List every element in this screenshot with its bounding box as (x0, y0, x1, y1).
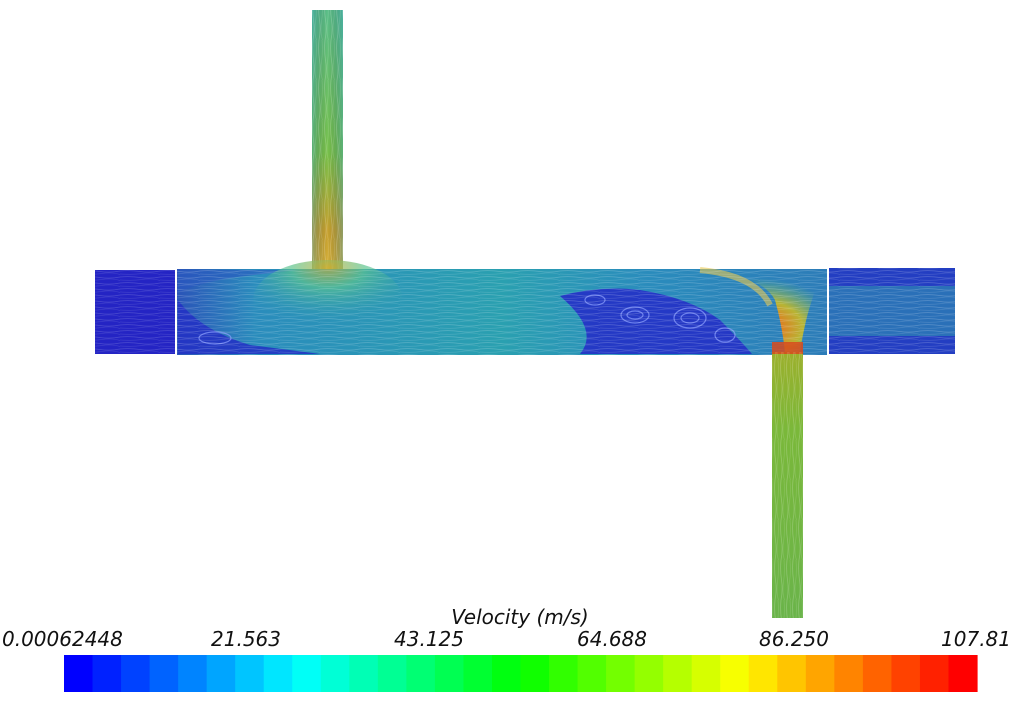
colorbar-segment (948, 655, 978, 692)
colorbar-tick-label: 43.125 (394, 627, 464, 651)
colorbar-segment (805, 655, 835, 692)
colorbar-segment (463, 655, 493, 692)
colorbar-segment (663, 655, 693, 692)
colorbar-segment (178, 655, 208, 692)
left-inlet-block (95, 270, 175, 354)
right-outlet-block (829, 268, 955, 354)
colorbar-segment (520, 655, 550, 692)
colorbar-segment (406, 655, 436, 692)
colorbar-tick-label: 21.563 (211, 627, 281, 651)
colorbar-tick-label: 86.250 (759, 627, 829, 651)
colorbar-segment (349, 655, 379, 692)
colorbar-segment (834, 655, 864, 692)
colorbar-segment (320, 655, 350, 692)
colorbar-segment (206, 655, 236, 692)
colorbar-segment (263, 655, 293, 692)
colorbar-tick-label: 0.00062448 (2, 627, 123, 651)
top-inlet-pipe (312, 10, 343, 270)
colorbar-segment (577, 655, 607, 692)
bottom-outlet-pipe (772, 342, 803, 618)
colorbar-segment (720, 655, 750, 692)
colorbar-segment (434, 655, 465, 692)
colorbar-segment (634, 655, 664, 692)
colorbar-segment (606, 655, 636, 692)
colorbar-segment (691, 655, 721, 692)
colorbar-segment (377, 655, 407, 692)
colorbar-segment (491, 655, 522, 692)
colorbar-segment (121, 655, 151, 692)
colorbar-segment (292, 655, 322, 692)
colorbar-segment (748, 655, 778, 692)
colorbar-title: Velocity (m/s) (451, 605, 589, 629)
colorbar-segment (92, 655, 122, 692)
colorbar-segment (891, 655, 921, 692)
colorbar-segment (777, 655, 807, 692)
colorbar-segment (919, 655, 950, 692)
colorbar-segment (149, 655, 179, 692)
colorbar-tick-label: 64.688 (577, 627, 647, 651)
colorbar-segment (235, 655, 265, 692)
colorbar-segment (64, 655, 94, 692)
main-pipe (177, 260, 827, 355)
colorbar-tick-label: 107.81 (941, 627, 1011, 651)
colorbar-segment (862, 655, 893, 692)
velocity-colorbar (64, 655, 978, 692)
colorbar-segment (549, 655, 579, 692)
